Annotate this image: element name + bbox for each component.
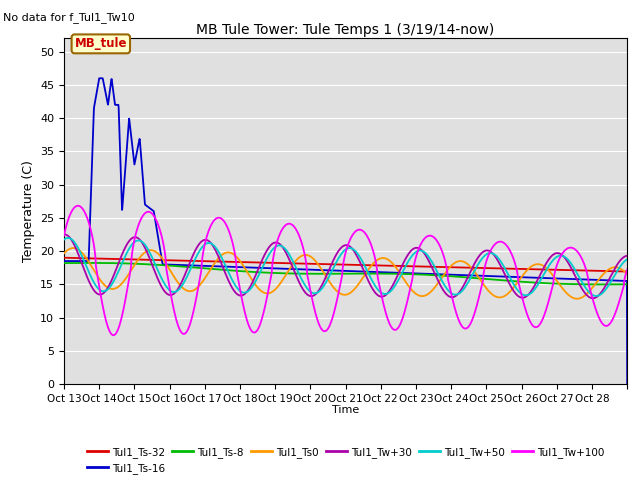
X-axis label: Time: Time	[332, 405, 359, 415]
Text: No data for f_Tul1_Tw10: No data for f_Tul1_Tw10	[3, 12, 135, 23]
Y-axis label: Temperature (C): Temperature (C)	[22, 160, 35, 262]
Text: MB_tule: MB_tule	[74, 37, 127, 50]
Title: MB Tule Tower: Tule Temps 1 (3/19/14-now): MB Tule Tower: Tule Temps 1 (3/19/14-now…	[196, 23, 495, 37]
Legend: Tul1_Ts-32, Tul1_Ts-16, Tul1_Ts-8, Tul1_Ts0, Tul1_Tw+30, Tul1_Tw+50, Tul1_Tw+100: Tul1_Ts-32, Tul1_Ts-16, Tul1_Ts-8, Tul1_…	[83, 443, 609, 478]
